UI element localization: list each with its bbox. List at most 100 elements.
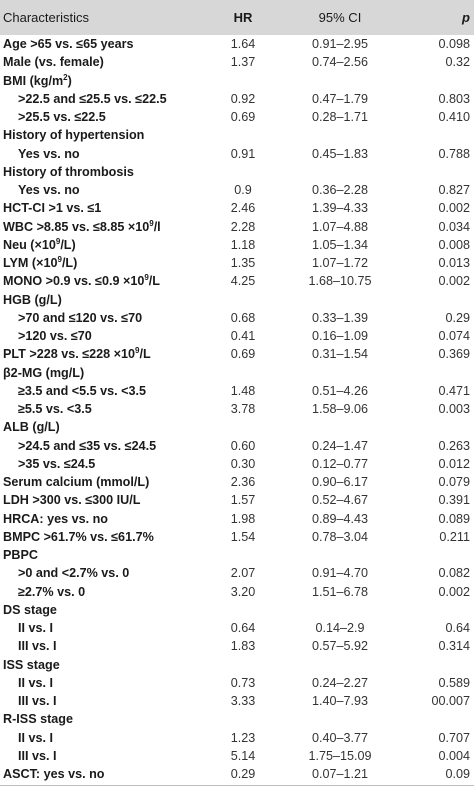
table-row: ASCT: yes vs. no 0.29 0.07–1.21 0.09 (0, 765, 474, 783)
row-characteristic-label: DS stage (3, 602, 57, 617)
row-characteristic-label: Yes vs. no (18, 183, 80, 197)
row-p: 0.098 (438, 37, 470, 51)
row-hr: 0.73 (230, 675, 256, 690)
table-row: II vs. I 0.64 0.14–2.9 0.64 (0, 619, 474, 637)
row-characteristic: Neu (×109/L) (3, 236, 76, 254)
table-row: PLT >228 vs. ≤228 ×109/L 0.69 0.31–1.54 0.3… (0, 345, 474, 363)
row-characteristic: PLT >228 vs. ≤228 ×109/L (3, 345, 151, 363)
table-row: II vs. I 1.23 0.40–3.77 0.707 (0, 729, 474, 747)
row-p: 0.32 (445, 55, 470, 70)
row-characteristic: MONO >0.9 vs. ≤0.9 ×109/L (3, 272, 160, 290)
row-hr: 1.48 (230, 383, 256, 398)
row-characteristic-label: PLT >228 vs. ≤228 ×10 (3, 347, 136, 362)
row-ci: 1.05–1.34 (311, 237, 369, 252)
header-p: p (462, 10, 470, 25)
row-ci: 0.28–1.71 (311, 110, 369, 124)
table-row: >0 and <2.7% vs. 0 2.07 0.91–4.70 0.082 (0, 564, 474, 582)
row-characteristic: III vs. I (18, 747, 57, 765)
row-hr: 1.37 (230, 55, 256, 70)
row-hr: 1.83 (230, 639, 256, 654)
row-characteristic-label: III vs. I (18, 639, 57, 654)
row-p: 0.471 (438, 383, 470, 398)
row-hr: 0.30 (230, 456, 256, 471)
row-characteristic-label: Serum calcium (mmol/L) (3, 475, 150, 489)
row-characteristic-label: HRCA: yes vs. no (3, 511, 108, 526)
row-characteristic-label: ASCT: yes vs. no (3, 767, 105, 781)
row-characteristic: >120 vs. ≤70 (18, 327, 92, 345)
row-hr: 5.14 (230, 748, 256, 763)
row-characteristic: HRCA: yes vs. no (3, 510, 108, 528)
row-p: 0.004 (438, 748, 470, 763)
table-row: ISS stage (0, 656, 474, 674)
row-characteristic: ALB (g/L) (3, 418, 60, 436)
row-characteristic-label: LYM (×10 (3, 256, 58, 270)
row-hr: 0.41 (230, 329, 256, 343)
row-p: 0.034 (438, 219, 470, 234)
row-characteristic: History of hypertension (3, 126, 144, 144)
row-characteristic: Yes vs. no (18, 145, 80, 163)
row-characteristic-suffix: /L) (61, 256, 78, 270)
row-characteristic: Serum calcium (mmol/L) (3, 473, 149, 491)
table-row: ≥2.7% vs. 0 3.20 1.51–6.78 0.002 (0, 583, 474, 601)
row-characteristic: ≥5.5 vs. <3.5 (18, 400, 92, 418)
table-row: ≥3.5 and <5.5 vs. <3.5 1.48 0.51–4.26 0.471 (0, 382, 474, 400)
row-hr: 2.28 (230, 219, 256, 234)
row-ci: 1.75–15.09 (308, 748, 372, 763)
row-p: 0.002 (438, 584, 470, 599)
row-characteristic: ISS stage (3, 656, 60, 674)
row-characteristic-label: PBPC (3, 548, 38, 562)
table-row: Yes vs. no 0.91 0.45–1.83 0.788 (0, 145, 474, 163)
table-row: HRCA: yes vs. no 1.98 0.89–4.43 0.089 (0, 510, 474, 528)
table-row: Neu (×109/L) 1.18 1.05–1.34 0.008 (0, 236, 474, 254)
row-characteristic-label: III vs. I (18, 694, 57, 708)
table-row: History of hypertension (0, 126, 474, 144)
row-characteristic-label: Male (vs. female) (3, 55, 104, 70)
row-characteristic-label: >22.5 and ≤25.5 vs. ≤22.5 (18, 91, 167, 106)
row-characteristic-label: >25.5 vs. ≤22.5 (18, 110, 106, 124)
row-hr: 1.23 (230, 730, 256, 745)
row-characteristic: WBC >8.85 vs. ≤8.85 ×109/l (3, 218, 161, 236)
row-p: 0.707 (438, 730, 470, 745)
row-hr: 4.25 (230, 274, 256, 289)
row-p: 0.369 (438, 347, 470, 362)
row-characteristic: ≥3.5 and <5.5 vs. <3.5 (18, 382, 146, 400)
table-row: DS stage (0, 601, 474, 619)
row-characteristic: >24.5 and ≤35 vs. ≤24.5 (18, 437, 156, 455)
row-characteristic-label: >70 and ≤120 vs. ≤70 (18, 310, 143, 325)
row-characteristic-superscript: 2 (63, 72, 68, 82)
row-ci: 0.45–1.83 (311, 146, 369, 161)
row-characteristic-label: Neu (×10 (3, 237, 56, 252)
row-ci: 0.24–1.47 (311, 438, 369, 453)
row-characteristic: >35 vs. ≤24.5 (18, 455, 95, 473)
row-ci: 1.68–10.75 (308, 274, 372, 289)
row-hr: 2.46 (230, 201, 256, 216)
row-characteristic: LYM (×109/L) (3, 254, 77, 272)
row-ci: 0.12–0.77 (311, 456, 369, 471)
row-p: 0.64 (445, 621, 470, 635)
row-hr: 3.20 (230, 584, 256, 599)
row-characteristic: R-ISS stage (3, 710, 73, 728)
row-ci: 0.74–2.56 (311, 55, 369, 70)
row-characteristic-label: III vs. I (18, 748, 57, 763)
table-row: MONO >0.9 vs. ≤0.9 ×109/L 4.25 1.68–10.75 0… (0, 272, 474, 290)
row-characteristic: Age >65 vs. ≤65 years (3, 35, 134, 53)
row-hr: 1.98 (230, 511, 256, 526)
row-ci: 0.24–2.27 (311, 675, 369, 690)
row-characteristic: >0 and <2.7% vs. 0 (18, 564, 129, 582)
table-row: >120 vs. ≤70 0.41 0.16–1.09 0.074 (0, 327, 474, 345)
row-p: 00.007 (431, 694, 470, 708)
row-p: 0.002 (438, 274, 470, 289)
row-p: 0.074 (438, 329, 470, 343)
row-characteristic-superscript: 9 (57, 255, 62, 264)
row-characteristic-label: WBC >8.85 vs. ≤8.85 ×10 (3, 219, 150, 234)
row-characteristic-label: HGB (g/L) (3, 292, 62, 307)
table-row: >35 vs. ≤24.5 0.30 0.12–0.77 0.012 (0, 455, 474, 473)
row-ci: 1.40–7.93 (311, 694, 369, 708)
table-row: BMPC >61.7% vs. ≤61.7% 1.54 0.78–3.04 0.211 (0, 528, 474, 546)
row-characteristic-label: >24.5 and ≤35 vs. ≤24.5 (18, 438, 157, 453)
table-row: >22.5 and ≤25.5 vs. ≤22.5 0.92 0.47–1.79 0.… (0, 90, 474, 108)
row-characteristic-suffix: /l (153, 219, 161, 234)
row-p: 0.002 (438, 201, 470, 216)
row-characteristic: Yes vs. no (18, 181, 80, 199)
